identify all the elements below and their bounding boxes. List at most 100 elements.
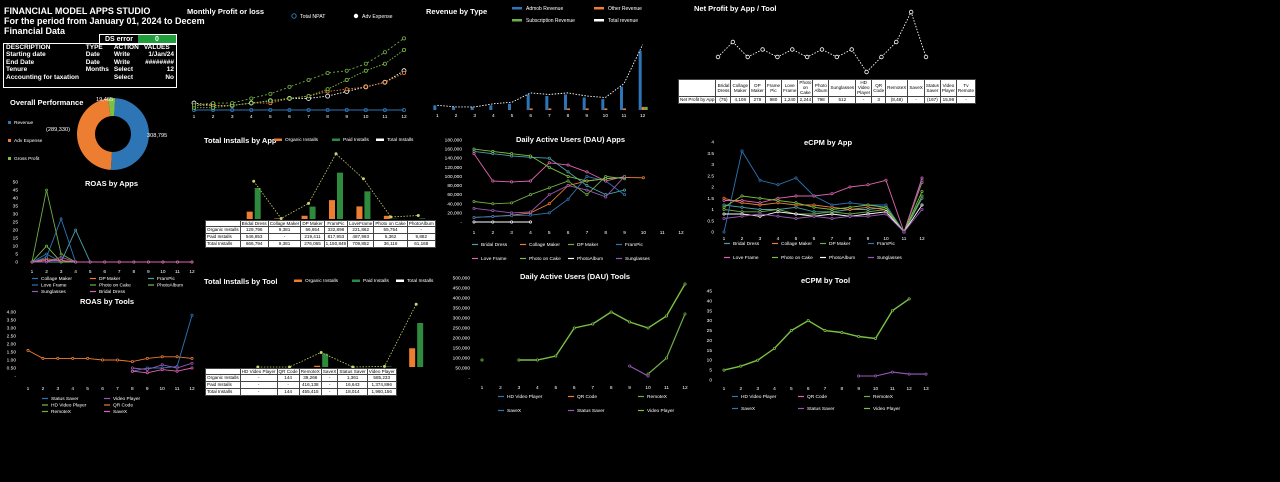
data-point bbox=[794, 217, 798, 221]
data-point bbox=[59, 252, 63, 256]
data-point bbox=[790, 47, 795, 52]
data-point bbox=[683, 282, 687, 286]
y-tick-label: 0.5 bbox=[707, 218, 714, 224]
legend-label: FramPic bbox=[157, 276, 175, 282]
data-point bbox=[491, 149, 495, 153]
data-point bbox=[145, 371, 149, 375]
data-point bbox=[830, 192, 834, 196]
data-point bbox=[572, 326, 576, 330]
data-point bbox=[45, 259, 48, 262]
data-point bbox=[585, 188, 589, 192]
data-point bbox=[30, 260, 34, 264]
legend-swatch bbox=[376, 138, 384, 141]
data-point bbox=[907, 372, 911, 376]
x-tick-label: 1 bbox=[193, 114, 196, 120]
y-tick-label: 180,000 bbox=[445, 138, 463, 144]
table-cell: 487,993 bbox=[347, 233, 375, 242]
bar bbox=[385, 366, 392, 367]
table-cell: 129,796 bbox=[239, 226, 269, 235]
data-point bbox=[59, 259, 63, 262]
legend-label: Collage Maker bbox=[781, 241, 812, 247]
data-point bbox=[739, 364, 743, 368]
bar bbox=[452, 106, 455, 110]
data-point bbox=[130, 369, 134, 373]
x-tick-label: 2 bbox=[499, 385, 502, 391]
data-point bbox=[894, 39, 899, 45]
data-point bbox=[288, 365, 291, 369]
data-point bbox=[923, 54, 929, 60]
x-tick-label: 8 bbox=[604, 230, 607, 236]
data-point bbox=[623, 193, 627, 197]
ds-error-label: DS error bbox=[104, 36, 133, 43]
series-line bbox=[132, 315, 193, 372]
col-description: DESCRIPTION bbox=[6, 44, 51, 51]
data-point bbox=[325, 87, 330, 92]
data-point bbox=[879, 54, 884, 60]
y-tick-label: 25 bbox=[13, 220, 19, 226]
bar bbox=[337, 172, 343, 219]
param-type: Date bbox=[85, 51, 100, 59]
table-row: Total Installs -144 455,415-18,014 1,960,15… bbox=[205, 388, 397, 397]
data-point bbox=[554, 354, 558, 358]
param-value[interactable]: 1/Jan/24 bbox=[148, 51, 174, 59]
data-point bbox=[566, 184, 570, 188]
data-point bbox=[776, 183, 780, 187]
table-cell: - bbox=[239, 374, 278, 383]
data-point bbox=[382, 80, 387, 85]
x-tick-label: 6 bbox=[573, 385, 576, 391]
x-tick-label: 4 bbox=[536, 385, 539, 391]
data-point bbox=[211, 105, 216, 110]
series-line bbox=[31, 217, 192, 263]
legend-label: DP Maker bbox=[829, 241, 851, 247]
data-point bbox=[175, 366, 179, 370]
data-point bbox=[101, 358, 105, 362]
parameters-table: DESCRIPTION TYPE ACTION VALUES Starting … bbox=[3, 43, 177, 88]
y-tick-label: 3 bbox=[711, 162, 714, 168]
legend-label: SaveX bbox=[741, 406, 756, 412]
x-tick-label: 1 bbox=[27, 386, 30, 392]
data-point bbox=[866, 203, 870, 207]
data-point bbox=[175, 355, 179, 359]
bar bbox=[309, 206, 316, 219]
table-cell: 18,014 bbox=[337, 388, 368, 397]
legend-label: Status Saver bbox=[51, 396, 79, 402]
param-value[interactable]: 12 bbox=[166, 66, 174, 74]
series-line bbox=[723, 298, 910, 371]
data-point bbox=[401, 47, 406, 52]
data-point bbox=[873, 374, 877, 378]
x-tick-label: 10 bbox=[645, 385, 651, 391]
x-tick-label: 3 bbox=[231, 114, 234, 120]
data-point bbox=[683, 312, 687, 316]
data-point bbox=[628, 364, 632, 368]
data-point bbox=[491, 152, 495, 156]
bar bbox=[526, 94, 530, 110]
data-point bbox=[585, 174, 589, 178]
bar bbox=[470, 106, 474, 110]
table-cell: 2,244 bbox=[797, 95, 814, 104]
legend-label: PhotoAlbum bbox=[829, 255, 855, 261]
series-line bbox=[724, 177, 923, 234]
bar bbox=[620, 86, 623, 110]
bar bbox=[254, 188, 261, 219]
y-tick-label: 40,000 bbox=[447, 201, 462, 207]
data-point bbox=[604, 177, 608, 181]
x-tick-label: 3 bbox=[759, 236, 762, 242]
row-label: Paid Installs bbox=[205, 233, 241, 242]
data-point bbox=[491, 215, 495, 219]
data-point bbox=[641, 176, 645, 180]
data-point bbox=[190, 313, 194, 317]
data-point bbox=[510, 201, 514, 205]
x-tick-label: 3 bbox=[60, 269, 63, 275]
data-point bbox=[535, 358, 539, 362]
data-point bbox=[249, 108, 254, 113]
table-cell: 980 bbox=[764, 95, 783, 104]
x-tick-label: 3 bbox=[756, 386, 759, 392]
param-value[interactable]: No bbox=[165, 73, 174, 81]
y-tick-label: 4 bbox=[711, 140, 714, 146]
x-tick-label: 4 bbox=[773, 386, 776, 392]
legend-label: Adv Expense bbox=[14, 138, 43, 144]
data-point bbox=[715, 54, 721, 60]
param-value[interactable]: ######## bbox=[145, 58, 174, 66]
data-point bbox=[472, 149, 476, 153]
overall-performance-title: Overall Performance bbox=[10, 98, 84, 107]
